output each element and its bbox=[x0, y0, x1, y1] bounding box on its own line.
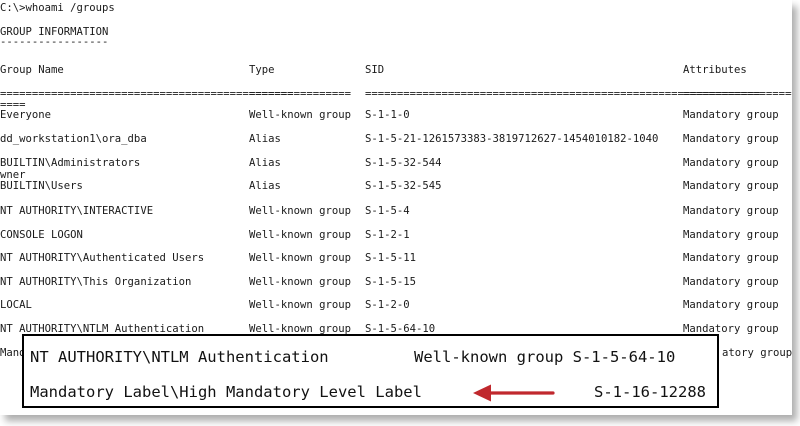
separator-wrap: ==== bbox=[0, 99, 26, 111]
separator-attributes: ================== bbox=[683, 88, 792, 100]
group-name: Mand bbox=[0, 347, 26, 359]
group-attributes: Mandatory group bbox=[683, 180, 779, 192]
group-sid: S-1-1-0 bbox=[365, 109, 410, 121]
group-type: Alias bbox=[249, 180, 281, 192]
command-line: C:\>whoami /groups bbox=[0, 2, 115, 14]
group-sid: S-1-5-15 bbox=[365, 276, 417, 288]
group-type: Well-known group bbox=[249, 205, 352, 217]
group-attributes: atory group bbox=[722, 347, 792, 359]
group-attributes: Mandatory group bbox=[683, 252, 779, 264]
group-name: Everyone bbox=[0, 109, 52, 121]
group-attributes: Mandatory group bbox=[683, 133, 779, 145]
group-name: BUILTIN\Administrators bbox=[0, 157, 141, 169]
group-name: CONSOLE LOGON bbox=[0, 229, 83, 241]
group-type: Alias bbox=[249, 133, 281, 145]
group-name: BUILTIN\Users bbox=[0, 180, 83, 192]
separator-name: ========================================… bbox=[0, 88, 294, 100]
group-attributes: Mandatory group bbox=[683, 157, 779, 169]
separator-sid: ========================================… bbox=[365, 88, 761, 100]
group-attributes: Mandatory group bbox=[683, 299, 779, 311]
group-attributes: Mandatory group bbox=[683, 323, 779, 335]
callout-label-name: Mandatory Label\High Mandatory Level Lab… bbox=[30, 383, 422, 401]
group-sid: S-1-5-21-1261573383-3819712627-145401018… bbox=[365, 133, 659, 145]
section-title: GROUP INFORMATION bbox=[0, 26, 109, 38]
group-sid: S-1-2-0 bbox=[365, 299, 410, 311]
group-name: NT AUTHORITY\NTLM Authentication bbox=[0, 323, 205, 335]
header-attributes: Attributes bbox=[683, 64, 747, 76]
group-name: NT AUTHORITY\INTERACTIVE bbox=[0, 205, 154, 217]
callout-label-sid: S-1-16-12288 bbox=[594, 383, 706, 401]
group-sid: S-1-5-4 bbox=[365, 205, 410, 217]
separator-type: ================ bbox=[249, 88, 352, 100]
header-group-name: Group Name bbox=[0, 64, 64, 76]
red-arrow-icon bbox=[473, 384, 555, 402]
group-type: Well-known group bbox=[249, 229, 352, 241]
group-type: Well-known group bbox=[249, 109, 352, 121]
group-type: Alias bbox=[249, 157, 281, 169]
zoom-callout: NT AUTHORITY\NTLM Authentication Well-kn… bbox=[22, 334, 719, 408]
group-name: NT AUTHORITY\Authenticated Users bbox=[0, 252, 205, 264]
callout-type-sid: Well-known group S-1-5-64-10 bbox=[414, 348, 676, 366]
group-attributes: Mandatory group bbox=[683, 205, 779, 217]
header-type: Type bbox=[249, 64, 275, 76]
group-type: Well-known group bbox=[249, 299, 352, 311]
group-attributes: Mandatory group bbox=[683, 109, 779, 121]
wrapped-text-fragment: wner bbox=[0, 169, 26, 181]
group-type: Well-known group bbox=[249, 252, 352, 264]
group-sid: S-1-5-11 bbox=[365, 252, 417, 264]
group-attributes: Mandatory group bbox=[683, 276, 779, 288]
section-underline: ----------------- bbox=[0, 36, 109, 48]
group-attributes: Mandatory group bbox=[683, 229, 779, 241]
group-type: Well-known group bbox=[249, 276, 352, 288]
group-name: dd_workstation1\ora_dba bbox=[0, 133, 147, 145]
group-sid: S-1-5-32-545 bbox=[365, 180, 442, 192]
group-type: Well-known group bbox=[249, 323, 352, 335]
group-sid: S-1-5-32-544 bbox=[365, 157, 442, 169]
group-sid: S-1-2-1 bbox=[365, 229, 410, 241]
group-name: LOCAL bbox=[0, 299, 32, 311]
group-sid: S-1-5-64-10 bbox=[365, 323, 436, 335]
header-sid: SID bbox=[365, 64, 385, 76]
group-name: NT AUTHORITY\This Organization bbox=[0, 276, 192, 288]
callout-group-name: NT AUTHORITY\NTLM Authentication bbox=[30, 348, 329, 366]
